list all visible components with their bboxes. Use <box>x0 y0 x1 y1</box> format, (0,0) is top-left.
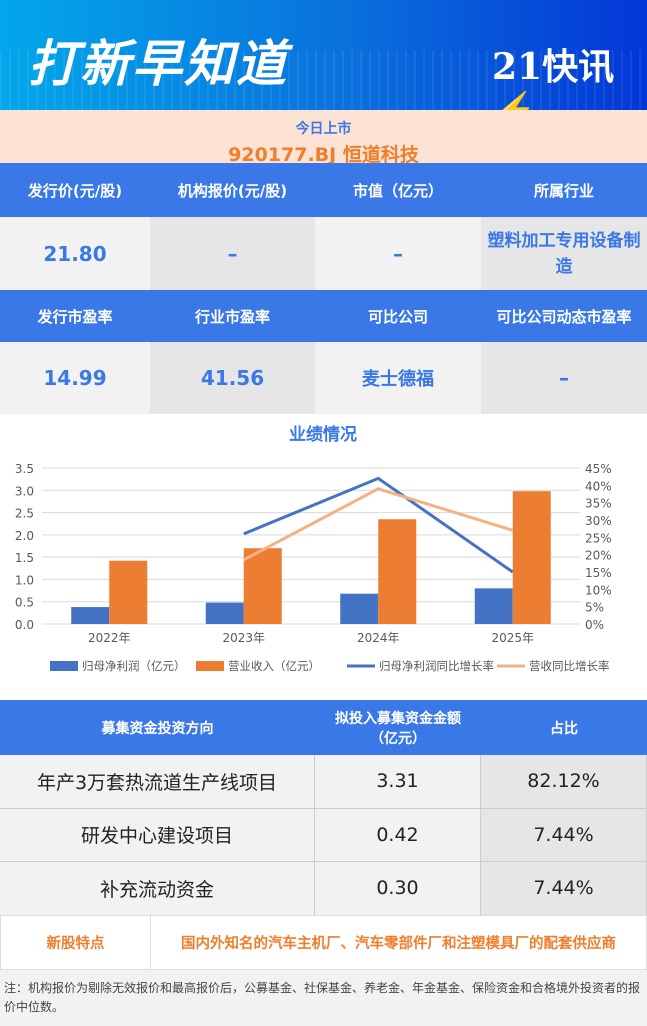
category-label: 2023年 <box>222 631 265 645</box>
fund-row: 研发中心建设项目 0.42 7.44% <box>0 808 647 862</box>
fund-ratio: 82.12% <box>481 755 647 809</box>
right-tick-label: 30% <box>585 514 612 528</box>
table2-values: 14.99 41.56 麦士德福 – <box>0 342 647 414</box>
left-tick-label: 0.5 <box>15 596 34 610</box>
market-cap: – <box>315 217 481 290</box>
right-tick-label: 0% <box>585 618 604 632</box>
header-market-cap: 市值（亿元） <box>315 163 481 217</box>
header-comparable: 可比公司 <box>315 290 481 342</box>
feature-label: 新股特点 <box>1 916 151 969</box>
comparable-pe: – <box>481 342 647 414</box>
header-issue-pe: 发行市盈率 <box>0 290 150 342</box>
column-logo: 打新早知道 <box>28 35 288 93</box>
left-tick-label: 2.0 <box>15 529 34 543</box>
line-revenue-growth <box>243 487 514 562</box>
bar-net-profit <box>205 602 244 624</box>
table2-header: 发行市盈率 行业市盈率 可比公司 可比公司动态市盈率 <box>0 290 647 342</box>
fund-amount: 0.30 <box>315 862 481 916</box>
bar-revenue <box>378 519 417 624</box>
institution-price: – <box>150 217 315 290</box>
banner-decoration <box>0 50 647 110</box>
right-tick-label: 25% <box>585 531 612 545</box>
right-tick-label: 20% <box>585 549 612 563</box>
legend-label: 归母净利润（亿元） <box>82 659 186 673</box>
category-label: 2024年 <box>357 631 400 645</box>
right-tick-label: 5% <box>585 601 604 615</box>
issue-price: 21.80 <box>0 217 150 290</box>
left-tick-label: 1.0 <box>15 573 34 587</box>
legend-label: 营收同比增长率 <box>529 659 610 673</box>
listing-label: 今日上市 <box>295 121 352 137</box>
header-institution-price: 机构报价(元/股) <box>150 163 315 217</box>
bolt-icon: ⚡ <box>492 90 537 110</box>
fund-amount: 0.42 <box>315 808 481 862</box>
bar-revenue <box>512 491 551 624</box>
industry-pe: 41.56 <box>150 342 315 414</box>
fund-direction: 年产3万套热流道生产线项目 <box>0 755 315 809</box>
header-ratio: 占比 <box>481 700 647 755</box>
right-tick-label: 35% <box>585 497 612 511</box>
banner: 打新早知道 21快讯⚡ <box>0 0 647 110</box>
right-tick-label: 40% <box>585 479 612 493</box>
bar-revenue <box>243 548 282 624</box>
header-comparable-pe: 可比公司动态市盈率 <box>481 290 647 342</box>
feature-row: 新股特点 国内外知名的汽车主机厂、汽车零部件厂和注塑模具厂的配套供应商 <box>0 915 647 970</box>
fund-amount: 3.31 <box>315 755 481 809</box>
legend-label: 营业收入（亿元） <box>228 659 320 673</box>
legend-swatch <box>196 661 224 671</box>
category-label: 2025年 <box>491 631 534 645</box>
bar-net-profit <box>474 588 513 624</box>
brand-logo: 21快讯⚡ <box>492 38 647 110</box>
fund-row: 年产3万套热流道生产线项目 3.31 82.12% <box>0 755 647 809</box>
right-tick-label: 15% <box>585 566 612 580</box>
left-tick-label: 3.0 <box>15 484 34 498</box>
legend-swatch <box>50 661 78 671</box>
issue-pe: 14.99 <box>0 342 150 414</box>
stock-name: 920177.BJ 恒道科技 <box>228 144 419 166</box>
right-tick-label: 10% <box>585 583 612 597</box>
fund-ratio: 7.44% <box>481 808 647 862</box>
left-tick-label: 1.5 <box>15 551 34 565</box>
fund-row: 补充流动资金 0.30 7.44% <box>0 862 647 916</box>
fund-ratio: 7.44% <box>481 862 647 916</box>
bar-revenue <box>109 560 148 624</box>
category-label: 2022年 <box>88 631 131 645</box>
feature-text: 国内外知名的汽车主机厂、汽车零部件厂和注塑模具厂的配套供应商 <box>181 936 616 952</box>
right-tick-label: 45% <box>585 462 612 476</box>
line-profit-growth <box>243 476 514 574</box>
funds-header: 募集资金投资方向 拟投入募集资金金额（亿元） 占比 <box>0 700 647 755</box>
bar-net-profit <box>340 593 379 624</box>
performance-chart: 业绩情况 0.0 0.5 1.0 1.5 2.0 2.5 3.0 3.5 0% 5% 10% 15% 2… <box>15 424 612 673</box>
header-industry-pe: 行业市盈率 <box>150 290 315 342</box>
footnote: 注：机构报价为剔除无效报价和最高报价后，公募基金、社保基金、养老金、年金基金、保… <box>0 970 647 1026</box>
comparable-company: 麦士德福 <box>315 342 481 414</box>
listing-header: 今日上市 920177.BJ 恒道科技 <box>0 110 647 166</box>
left-tick-label: 0.0 <box>15 618 34 632</box>
chart-title: 业绩情况 <box>289 424 357 445</box>
header-amount: 拟投入募集资金金额（亿元） <box>315 700 481 755</box>
left-tick-label: 3.5 <box>15 462 34 476</box>
header-direction: 募集资金投资方向 <box>0 700 315 755</box>
fund-direction: 补充流动资金 <box>0 862 315 916</box>
header-issue-price: 发行价(元/股) <box>0 163 150 217</box>
bar-net-profit <box>71 607 110 624</box>
table1-header: 发行价(元/股) 机构报价(元/股) 市值（亿元） 所属行业 <box>0 163 647 217</box>
header-industry: 所属行业 <box>481 163 647 217</box>
left-tick-label: 2.5 <box>15 507 34 521</box>
legend-label: 归母净利润同比增长率 <box>379 659 494 673</box>
fund-direction: 研发中心建设项目 <box>0 808 315 862</box>
industry: 塑料加工专用设备制造 <box>481 217 647 290</box>
table1-values: 21.80 – – 塑料加工专用设备制造 <box>0 217 647 290</box>
